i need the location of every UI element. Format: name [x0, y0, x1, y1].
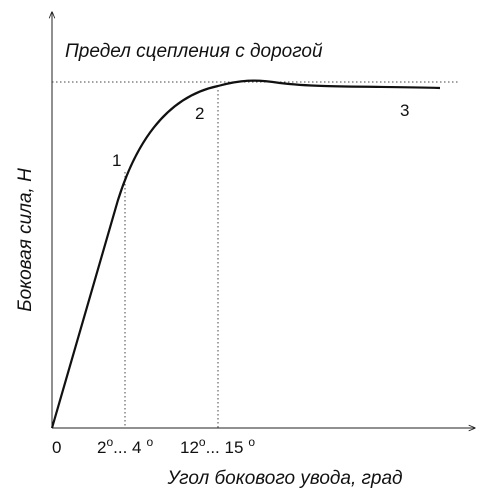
y-axis-label: Боковая сила, Н — [15, 168, 36, 312]
x-label-part: o — [199, 435, 206, 449]
curve-label: 3 — [400, 101, 409, 120]
curve-label: 2 — [195, 104, 204, 123]
x-label-part: 12 — [180, 438, 199, 457]
x-label-part: ... 4 — [113, 438, 141, 457]
curve-label: 1 — [112, 151, 121, 170]
x-label: 0 — [52, 438, 61, 457]
x-label-part: 2 — [97, 438, 106, 457]
x-label: 12o... 15 o — [180, 435, 255, 457]
curve — [50, 79, 441, 429]
x-label-part: ... 15 — [206, 438, 244, 457]
title: Предел сцепления с дорогой — [65, 41, 323, 62]
x-label-part: o — [147, 435, 154, 449]
x-axis-label: Угол бокового увода, град — [166, 468, 402, 489]
x-label-part: o — [106, 435, 113, 449]
x-labels: 0 2o... 4 o 12o... 15 o — [52, 435, 255, 457]
x-label-part: o — [248, 435, 255, 449]
x-label-part: 0 — [52, 438, 61, 457]
